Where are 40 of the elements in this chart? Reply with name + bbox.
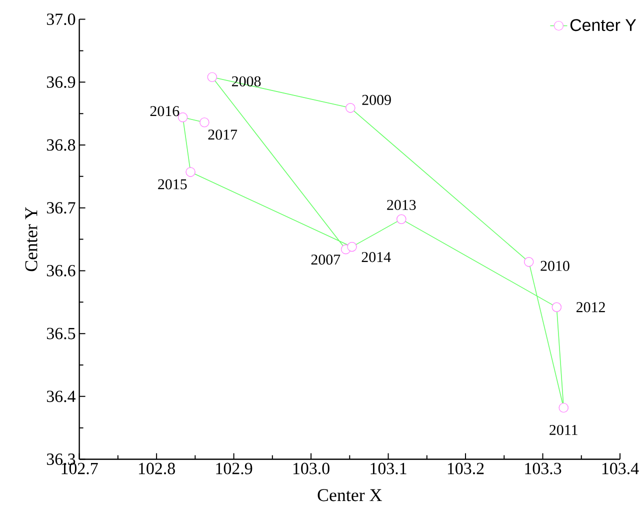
- annotation: 2017: [208, 130, 238, 140]
- point: [347, 242, 357, 252]
- annotation: 2014: [362, 252, 391, 262]
- x-tick-label: 103.2: [448, 462, 484, 474]
- annotation: 2010: [540, 260, 570, 271]
- x-tick-label: 103.4: [602, 462, 639, 474]
- point: [558, 402, 568, 413]
- x-tick-label: 102.8: [138, 462, 175, 474]
- x-tick-label: 103.1: [370, 462, 406, 474]
- y-tick-label: 36.6: [46, 264, 76, 276]
- annotation: 2008: [232, 76, 261, 86]
- y-tick-label: 37.0: [46, 14, 76, 26]
- y-tick-label: 36.4: [46, 390, 76, 402]
- annotation: 2015: [158, 179, 187, 190]
- point: [396, 214, 406, 224]
- x-tick-label: 102.9: [216, 462, 252, 474]
- x-tick-label: 103.3: [525, 462, 562, 474]
- x-tick-label: 103.0: [293, 462, 330, 474]
- annotation: 2011: [550, 424, 578, 436]
- x-axis-title: Center X: [318, 489, 382, 502]
- legend-label: Center Y: [570, 19, 636, 32]
- point: [552, 302, 562, 312]
- y-tick-label: 36.8: [46, 139, 76, 151]
- point: [178, 112, 188, 122]
- x-tick-label: 102.7: [62, 462, 98, 474]
- point: [346, 103, 356, 113]
- point: [207, 72, 217, 82]
- annotation: 2013: [387, 200, 416, 210]
- y-axis-title: Center Y: [25, 207, 38, 272]
- y-tick-label: 36.7: [46, 202, 76, 214]
- y-tick-label: 36.3: [46, 454, 76, 466]
- point: [524, 257, 534, 267]
- point: [186, 167, 196, 177]
- annotation: 2009: [362, 94, 391, 105]
- point: [200, 118, 210, 128]
- y-tick-label: 36.5: [46, 328, 76, 340]
- annotation: 2016: [150, 106, 180, 116]
- annotation: 2012: [576, 302, 605, 312]
- annotation: 2007: [311, 254, 340, 265]
- y-tick-label: 36.9: [46, 76, 76, 88]
